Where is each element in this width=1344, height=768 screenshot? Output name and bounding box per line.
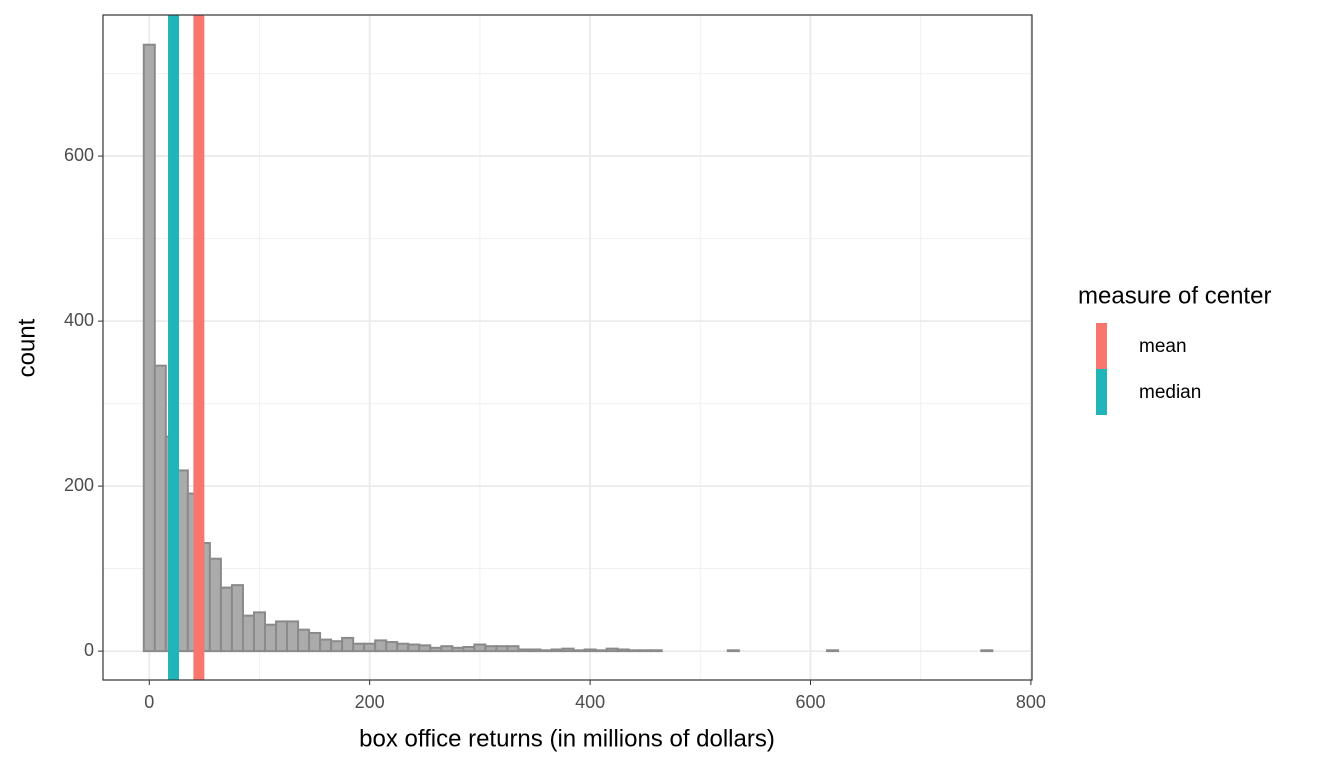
bar: [352, 642, 366, 653]
bar: [605, 647, 619, 653]
bar: [297, 628, 311, 653]
bar: [528, 648, 542, 653]
bar: [330, 640, 344, 653]
x-tick-label: 800: [1016, 692, 1046, 712]
bar: [286, 620, 300, 653]
bar: [319, 638, 333, 653]
x-axis-label: box office returns (in millions of dolla…: [359, 725, 775, 752]
bar: [440, 645, 454, 653]
bar: [462, 645, 476, 653]
bar: [153, 364, 167, 653]
x-tick-label: 600: [795, 692, 825, 712]
y-tick-label: 400: [64, 310, 94, 330]
bar: [418, 644, 432, 653]
bar: [341, 636, 355, 653]
bar: [561, 647, 575, 653]
bar: [385, 641, 399, 653]
bar: [594, 649, 608, 653]
bar: [230, 584, 244, 653]
legend-title: measure of center: [1078, 282, 1271, 309]
bar: [396, 642, 410, 653]
bar: [539, 649, 553, 653]
bar: [649, 649, 663, 653]
bar: [484, 645, 498, 653]
bar: [726, 649, 740, 653]
bar: [241, 614, 255, 653]
bar: [550, 648, 564, 653]
legend-label: median: [1139, 382, 1201, 403]
bar: [572, 649, 586, 653]
y-tick-label: 200: [64, 475, 94, 495]
bar: [275, 620, 289, 653]
x-tick-label: 0: [144, 692, 154, 712]
bar: [473, 643, 487, 653]
x-tick-label: 400: [575, 692, 605, 712]
bar: [451, 646, 465, 653]
legend-key: [1096, 323, 1107, 369]
bar: [252, 611, 266, 653]
bar: [263, 623, 278, 653]
bar: [219, 586, 233, 653]
bar: [616, 648, 630, 653]
x-tick-label: 200: [355, 692, 385, 712]
bar: [980, 649, 994, 653]
bar: [506, 645, 520, 653]
bar: [142, 43, 156, 653]
plot-border: [102, 14, 1033, 681]
bar: [638, 649, 652, 653]
bar: [517, 648, 531, 653]
bar: [308, 631, 322, 653]
bar: [374, 639, 388, 653]
y-tick-label: 600: [64, 145, 94, 165]
bar: [429, 646, 443, 653]
bar: [627, 649, 641, 653]
y-axis-label: count: [13, 318, 40, 377]
bar: [407, 643, 421, 653]
legend-key: [1096, 369, 1107, 415]
bar: [826, 649, 840, 653]
bar: [583, 648, 597, 653]
bar: [208, 557, 222, 653]
y-tick-label: 0: [84, 640, 94, 660]
legend-label: mean: [1139, 336, 1187, 357]
bar: [495, 645, 509, 653]
bar: [363, 642, 377, 653]
